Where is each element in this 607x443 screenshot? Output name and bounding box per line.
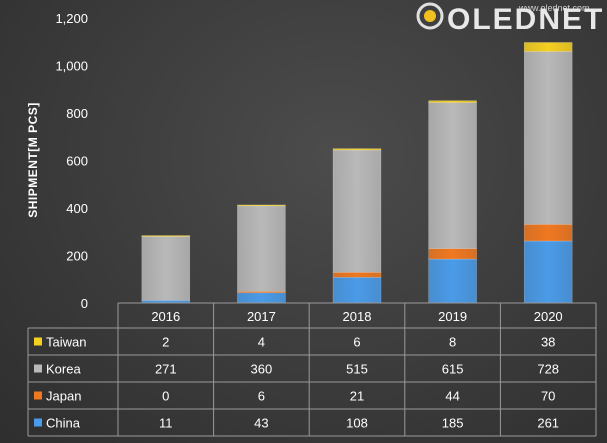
table-cell-japan: 0	[162, 389, 169, 404]
bar-segment-taiwan-2019	[428, 100, 477, 103]
y-tick-label: 1,000	[55, 59, 88, 74]
legend-swatch-china	[34, 418, 42, 427]
table-cell-japan: 21	[350, 389, 364, 404]
table-cell-korea: 360	[251, 362, 273, 377]
x-category-label: 2019	[438, 309, 467, 324]
table-cell-korea: 271	[155, 362, 177, 377]
bar-segment-korea-2019	[428, 102, 477, 249]
bar-segment-taiwan-2018	[332, 148, 382, 151]
bar-segment-taiwan-2017	[237, 204, 286, 207]
bar-segment-korea-2020	[523, 51, 573, 225]
data-table: 2016 2017 2018 2019 2020 Taiwan 2 4 6 8 38 Korea 271…	[27, 302, 597, 437]
brand-url: www.olednet.com	[518, 3, 590, 13]
y-tick-label: 600	[66, 154, 88, 169]
bar-segment-japan-2018	[332, 272, 382, 278]
logo-mark-icon	[416, 2, 444, 30]
table-cell-china: 11	[159, 416, 173, 431]
table-cell-taiwan: 4	[258, 335, 265, 350]
legend-label-korea: Korea	[46, 362, 81, 377]
legend-label-japan: Japan	[46, 389, 81, 404]
x-category-label: 2020	[534, 309, 563, 324]
legend-swatch-japan	[34, 391, 42, 400]
bar-segment-japan-2020	[523, 224, 573, 242]
y-tick-label: 800	[66, 106, 88, 121]
bar-segment-taiwan-2016	[141, 235, 191, 237]
bar-segment-china-2018	[332, 277, 382, 304]
y-tick-label: 400	[66, 201, 88, 216]
y-axis-label: SHIPMENT[M PCS]	[26, 102, 40, 218]
legend-swatch-taiwan	[34, 337, 42, 346]
bar-segment-taiwan-2020	[523, 42, 573, 52]
table-cell-china: 185	[442, 416, 464, 431]
table-cell-japan: 70	[541, 389, 555, 404]
table-cell-japan: 6	[258, 389, 265, 404]
bar-segment-china-2017	[237, 292, 286, 304]
legend-label-taiwan: Taiwan	[46, 335, 86, 350]
brand-name: OLEDNET	[447, 3, 604, 36]
brand-logo: www.olednet.com OLEDNET	[416, 2, 604, 36]
table-cell-taiwan: 2	[162, 335, 169, 350]
legend-swatch-korea	[34, 364, 42, 373]
bar-segment-japan-2019	[428, 248, 477, 260]
bar-segment-china-2019	[428, 258, 477, 304]
x-category-label: 2018	[343, 309, 372, 324]
table-cell-china: 108	[346, 416, 368, 431]
bar-segment-china-2020	[523, 240, 573, 304]
bars	[141, 42, 573, 304]
legend-label-china: China	[46, 416, 81, 431]
y-tick-label: 200	[66, 249, 88, 264]
x-category-label: 2017	[247, 309, 276, 324]
table-cell-china: 261	[537, 416, 559, 431]
y-axis-ticks: 0 200 400 600 800 1,000 1,200	[55, 11, 88, 311]
table-cell-china: 43	[254, 416, 268, 431]
table-cell-korea: 515	[346, 362, 368, 377]
y-tick-label: 0	[81, 296, 88, 311]
table-cell-korea: 728	[537, 362, 559, 377]
table-cell-korea: 615	[442, 362, 464, 377]
x-category-label: 2016	[151, 309, 180, 324]
table-cell-taiwan: 8	[449, 335, 456, 350]
y-tick-label: 1,200	[55, 11, 88, 26]
table-cell-taiwan: 38	[541, 335, 555, 350]
table-cell-taiwan: 6	[353, 335, 360, 350]
bar-segment-korea-2018	[332, 149, 382, 273]
bar-segment-korea-2017	[237, 205, 286, 292]
table-cell-japan: 44	[445, 389, 459, 404]
bar-segment-korea-2016	[141, 235, 191, 301]
